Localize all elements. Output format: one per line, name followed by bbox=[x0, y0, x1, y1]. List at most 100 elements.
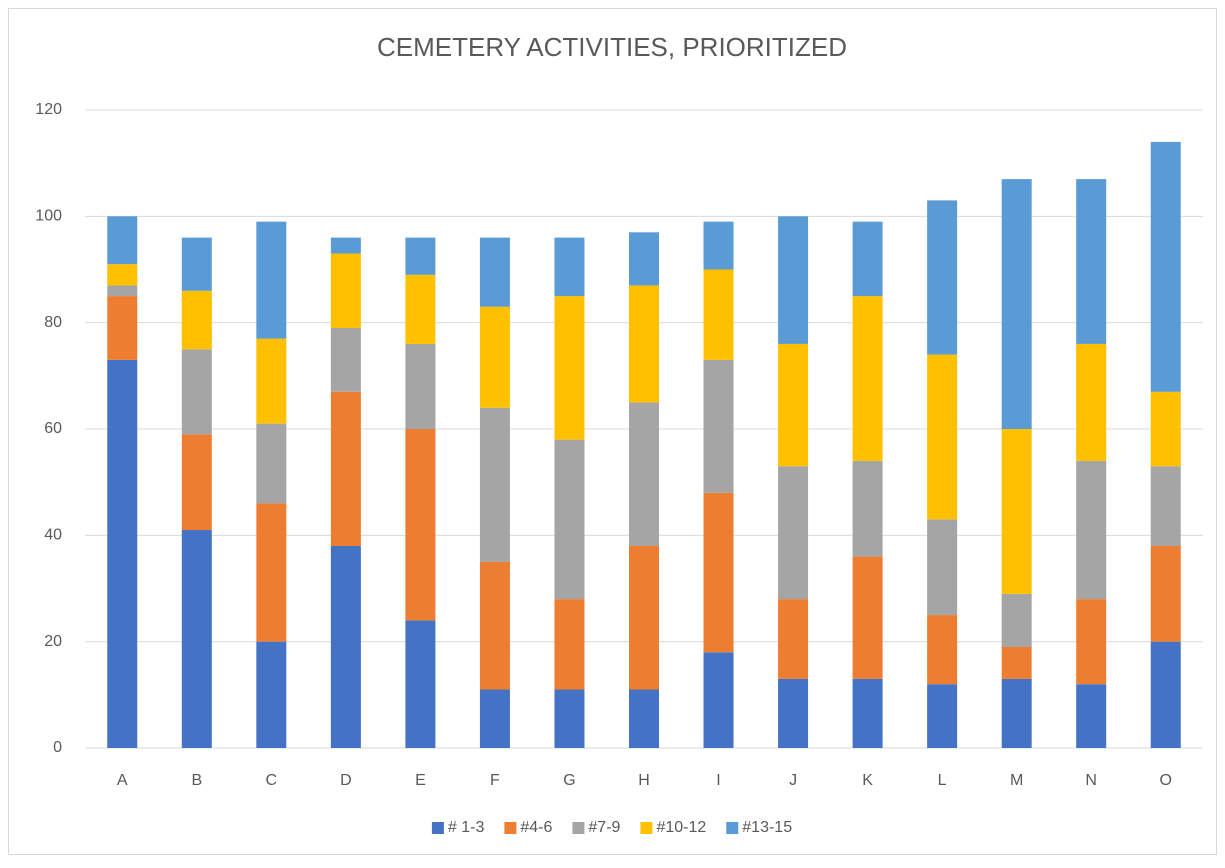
bar-segment bbox=[1076, 684, 1107, 748]
chart-title: CEMETERY ACTIVITIES, PRIORITIZED bbox=[377, 32, 847, 62]
bar-segment bbox=[1076, 179, 1107, 344]
bar-segment bbox=[629, 545, 659, 690]
legend-label: #10-12 bbox=[656, 819, 706, 836]
x-tick-label: J bbox=[789, 772, 797, 789]
bar-segment bbox=[554, 599, 585, 690]
x-tick-label: N bbox=[1085, 772, 1097, 789]
bar-segment bbox=[1150, 391, 1181, 467]
bar-segment bbox=[181, 530, 212, 748]
bar-segment bbox=[1150, 641, 1181, 748]
bar-segment bbox=[778, 599, 809, 679]
x-tick-label: E bbox=[415, 772, 426, 789]
bar-segment bbox=[852, 678, 883, 748]
bar-segment bbox=[703, 359, 734, 493]
bar-segment bbox=[405, 620, 436, 748]
bar-segment bbox=[1001, 678, 1032, 748]
x-tick-label: A bbox=[117, 772, 128, 789]
bar-segment bbox=[1150, 141, 1181, 392]
legend-swatch bbox=[572, 822, 585, 834]
bar-segment bbox=[852, 221, 883, 297]
bar-segment bbox=[181, 349, 212, 435]
bar-segment bbox=[554, 689, 585, 748]
bar-segment bbox=[629, 402, 659, 546]
bar-segment bbox=[703, 269, 734, 360]
bar-segment bbox=[107, 359, 138, 748]
x-tick-label: K bbox=[862, 772, 873, 789]
legend-swatch bbox=[431, 822, 444, 834]
bar-segment bbox=[330, 545, 361, 748]
bar-segment bbox=[405, 237, 436, 275]
bar-segment bbox=[330, 391, 361, 546]
bar-segment bbox=[927, 684, 958, 748]
legend-label: #13-15 bbox=[742, 819, 792, 836]
legend-label: #4-6 bbox=[520, 819, 552, 836]
bar-segment bbox=[703, 221, 734, 270]
bar-segment bbox=[927, 519, 958, 616]
bar-segment bbox=[1150, 466, 1181, 546]
bar-segment bbox=[852, 296, 883, 461]
x-tick-label: M bbox=[1010, 772, 1023, 789]
bar-segment bbox=[256, 503, 287, 642]
y-tick-label: 20 bbox=[44, 633, 62, 650]
bar-segment bbox=[554, 296, 585, 440]
bar-segment bbox=[256, 423, 287, 504]
bar-segment bbox=[181, 434, 212, 531]
bar-segment bbox=[629, 285, 659, 403]
y-tick-label: 100 bbox=[35, 208, 62, 225]
bar-segment bbox=[107, 264, 138, 286]
bar-segment bbox=[703, 492, 734, 653]
bar-segment bbox=[405, 343, 436, 429]
bar-segment bbox=[1076, 343, 1107, 461]
bar-segment bbox=[107, 216, 138, 265]
bar-segment bbox=[479, 689, 510, 748]
bar-segment bbox=[852, 556, 883, 679]
bar-segment bbox=[554, 237, 585, 297]
bar-segment bbox=[1076, 460, 1107, 600]
bar-segment bbox=[703, 652, 734, 748]
legend-swatch bbox=[640, 822, 653, 834]
bar-segment bbox=[927, 354, 958, 520]
y-tick-label: 40 bbox=[44, 527, 62, 544]
bar-segment bbox=[181, 290, 212, 350]
bar-segment bbox=[1001, 593, 1032, 647]
bar-segment bbox=[181, 237, 212, 291]
x-tick-label: H bbox=[638, 772, 650, 789]
bar-segment bbox=[256, 338, 287, 424]
x-tick-label: B bbox=[191, 772, 202, 789]
bar-segment bbox=[852, 460, 883, 557]
bar-segment bbox=[778, 466, 809, 600]
legend-swatch bbox=[726, 822, 739, 834]
x-tick-label: D bbox=[340, 772, 352, 789]
bar-segment bbox=[1150, 545, 1181, 642]
bar-segment bbox=[479, 306, 510, 408]
y-tick-label: 60 bbox=[44, 420, 62, 437]
bar-segment bbox=[1076, 599, 1107, 685]
x-tick-label: F bbox=[490, 772, 500, 789]
bar-segment bbox=[107, 285, 138, 297]
bar-segment bbox=[330, 253, 361, 328]
bar-segment bbox=[778, 343, 809, 467]
x-tick-label: L bbox=[938, 772, 947, 789]
bar-segment bbox=[629, 689, 659, 748]
x-tick-label: O bbox=[1160, 772, 1172, 789]
bar-segment bbox=[479, 561, 510, 690]
bar-segment bbox=[1001, 646, 1032, 679]
legend-label: # 1-3 bbox=[448, 819, 485, 836]
bar-segment bbox=[479, 407, 510, 562]
x-tick-label: C bbox=[266, 772, 278, 789]
bar-segment bbox=[629, 232, 659, 286]
x-tick-label: I bbox=[716, 772, 720, 789]
bar-segment bbox=[778, 678, 809, 748]
x-tick-label: G bbox=[563, 772, 575, 789]
bar-segment bbox=[330, 237, 361, 254]
bar-segment bbox=[107, 296, 138, 360]
bar-segment bbox=[405, 429, 436, 621]
y-tick-label: 120 bbox=[35, 101, 62, 118]
legend-swatch bbox=[504, 822, 517, 834]
bar-segment bbox=[778, 216, 809, 344]
legend-label: #7-9 bbox=[588, 819, 620, 836]
bar-segment bbox=[1001, 429, 1032, 594]
bar-segment bbox=[1001, 179, 1032, 429]
bar-segment bbox=[256, 641, 287, 748]
